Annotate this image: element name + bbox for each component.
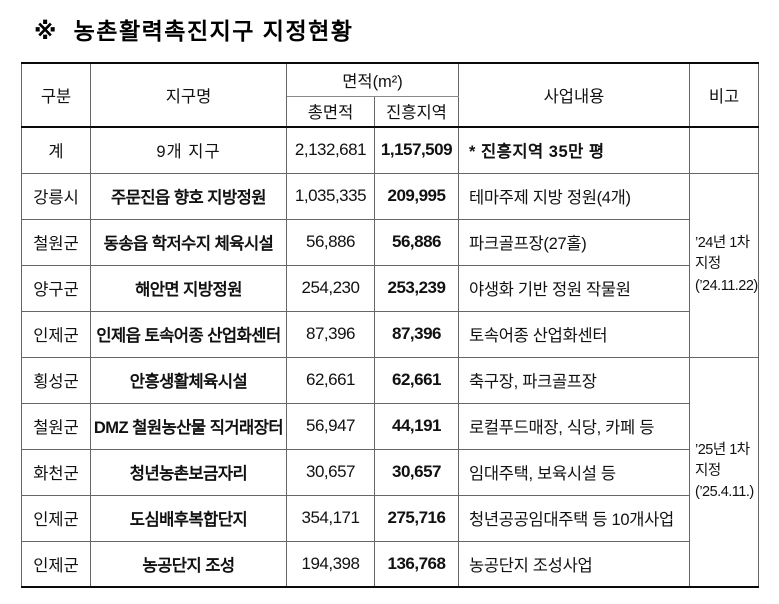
table-row: 강릉시 주문진읍 향호 지방정원 1,035,335 209,995 테마주제 … xyxy=(21,172,759,358)
cell-business: 축구장, 파크골프장 xyxy=(458,356,690,404)
page-title: ※ 농촌활력촉진지구 지정현황 xyxy=(34,18,354,44)
cell-district: 9개 지구 xyxy=(90,126,287,174)
cell-business: 테마주제 지방 정원(4개) xyxy=(458,172,690,220)
cell-total-area: 1,035,335 xyxy=(286,172,375,220)
cell-category: 횡성군 xyxy=(21,356,91,404)
cell-district: 인제읍 토속어종 산업화센터 xyxy=(90,310,287,358)
header-note: 비고 xyxy=(689,62,759,128)
table-row: 횡성군 안흥생활체육시설 62,661 62,661 축구장, 파크골프장 ’2… xyxy=(21,356,759,588)
cell-district: 농공단지 조성 xyxy=(90,540,287,588)
cell-total-area: 62,661 xyxy=(286,356,375,404)
table-row: 철원군 DMZ 철원농산물 직거래장터 56,947 44,191 로컬푸드매장… xyxy=(21,402,759,450)
cell-category: 철원군 xyxy=(21,218,91,266)
table-row: 양구군 해안면 지방정원 254,230 253,239 야생화 기반 정원 작… xyxy=(21,264,759,312)
cell-promo-area: 209,995 xyxy=(374,172,459,220)
cell-business: 야생화 기반 정원 작물원 xyxy=(458,264,690,312)
cell-promo-area: 275,716 xyxy=(374,494,459,542)
cell-category: 화천군 xyxy=(21,448,91,496)
header-row-1: 구분 지구명 면적(m²) 사업내용 비고 xyxy=(21,62,759,128)
cell-total-area: 87,396 xyxy=(286,310,375,358)
cell-promo-area: 253,239 xyxy=(374,264,459,312)
cell-category: 인제군 xyxy=(21,494,91,542)
header-promo-area: 진흥지역 xyxy=(374,95,459,128)
cell-total-area: 30,657 xyxy=(286,448,375,496)
cell-district: 동송읍 학저수지 체육시설 xyxy=(90,218,287,266)
table-row: 인제군 도심배후복합단지 354,171 275,716 청년공공임대주택 등 … xyxy=(21,494,759,542)
cell-business: * 진흥지역 35만 평 xyxy=(458,126,690,174)
cell-category: 강릉시 xyxy=(21,172,91,220)
cell-promo-area: 1,157,509 xyxy=(374,126,459,174)
cell-note-2025: ’25년 1차 지정 (’25.4.11.) xyxy=(689,356,759,588)
district-status-table: 구분 지구명 면적(m²) 사업내용 비고 총면적 진흥지역 계 9개 지구 2… xyxy=(21,62,759,588)
cell-promo-area: 62,661 xyxy=(374,356,459,404)
cell-district: 청년농촌보금자리 xyxy=(90,448,287,496)
cell-business: 농공단지 조성사업 xyxy=(458,540,690,588)
header-area-group: 면적(m²) xyxy=(286,62,459,97)
table-row-total: 계 9개 지구 2,132,681 1,157,509 * 진흥지역 35만 평 xyxy=(21,126,759,174)
header-district: 지구명 xyxy=(90,62,287,128)
cell-category: 양구군 xyxy=(21,264,91,312)
cell-note-2024: ’24년 1차 지정 (’24.11.22) xyxy=(689,172,759,358)
table-row: 인제군 인제읍 토속어종 산업화센터 87,396 87,396 토속어종 산업… xyxy=(21,310,759,358)
cell-promo-area: 44,191 xyxy=(374,402,459,450)
cell-total-area: 354,171 xyxy=(286,494,375,542)
cell-business: 청년공공임대주택 등 10개사업 xyxy=(458,494,690,542)
table-row: 인제군 농공단지 조성 194,398 136,768 농공단지 조성사업 xyxy=(21,540,759,588)
table-row: 화천군 청년농촌보금자리 30,657 30,657 임대주택, 보육시설 등 xyxy=(21,448,759,496)
cell-promo-area: 56,886 xyxy=(374,218,459,266)
cell-promo-area: 87,396 xyxy=(374,310,459,358)
cell-total-area: 56,947 xyxy=(286,402,375,450)
header-category: 구분 xyxy=(21,62,91,128)
cell-note-empty xyxy=(689,126,759,174)
cell-business: 파크골프장(27홀) xyxy=(458,218,690,266)
cell-category: 철원군 xyxy=(21,402,91,450)
cell-promo-area: 30,657 xyxy=(374,448,459,496)
cell-category: 인제군 xyxy=(21,540,91,588)
cell-district: 도심배후복합단지 xyxy=(90,494,287,542)
header-row-2: 총면적 진흥지역 xyxy=(22,95,759,128)
cell-category: 인제군 xyxy=(21,310,91,358)
cell-district: 주문진읍 향호 지방정원 xyxy=(90,172,287,220)
cell-business: 로컬푸드매장, 식당, 카페 등 xyxy=(458,402,690,450)
cell-district: DMZ 철원농산물 직거래장터 xyxy=(90,402,287,450)
cell-promo-area: 136,768 xyxy=(374,540,459,588)
cell-district: 해안면 지방정원 xyxy=(90,264,287,312)
header-business: 사업내용 xyxy=(458,62,690,128)
cell-category: 계 xyxy=(21,126,91,174)
cell-business: 토속어종 산업화센터 xyxy=(458,310,690,358)
header-total-area: 총면적 xyxy=(286,95,375,128)
cell-total-area: 2,132,681 xyxy=(286,126,375,174)
cell-business: 임대주택, 보육시설 등 xyxy=(458,448,690,496)
cell-total-area: 254,230 xyxy=(286,264,375,312)
cell-district: 안흥생활체육시설 xyxy=(90,356,287,404)
table-row: 철원군 동송읍 학저수지 체육시설 56,886 56,886 파크골프장(27… xyxy=(21,218,759,266)
cell-total-area: 56,886 xyxy=(286,218,375,266)
cell-total-area: 194,398 xyxy=(286,540,375,588)
